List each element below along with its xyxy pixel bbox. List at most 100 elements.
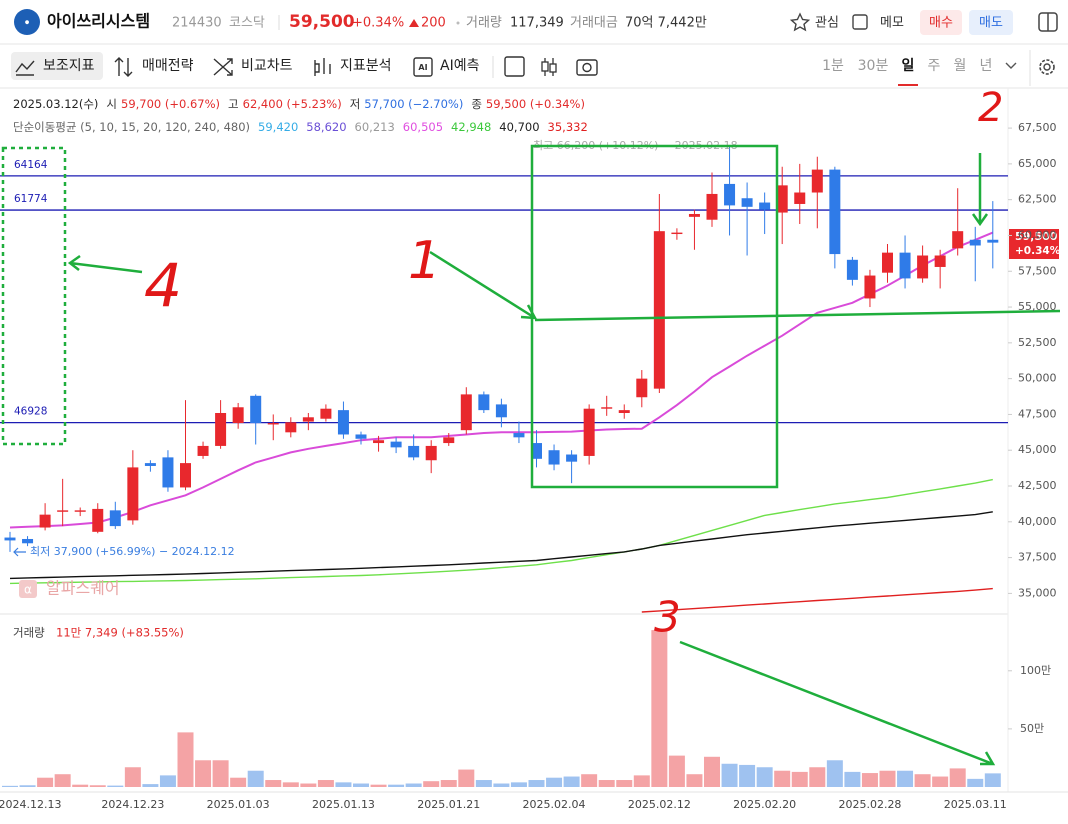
volume-label: 거래량 — [466, 16, 502, 31]
ma-legend-value: 58,620 — [306, 120, 346, 134]
x-tick-label: 2025.03.11 — [944, 798, 1007, 811]
logo-mark: ● — [25, 20, 30, 26]
candle-body — [197, 445, 209, 456]
volume-bar — [423, 781, 440, 787]
support-line — [534, 309, 1061, 322]
toolbar-item[interactable]: 비교차트 — [241, 58, 293, 74]
candle-body — [811, 169, 823, 193]
candle-body — [443, 437, 455, 444]
volume-bar — [72, 784, 89, 787]
y-tick-label: 37,500 — [1018, 551, 1057, 564]
period-button[interactable]: 일 — [902, 58, 915, 74]
arrow — [429, 250, 538, 320]
volume-bar — [107, 785, 124, 787]
compare-icon[interactable] — [213, 58, 233, 76]
candle-body — [302, 417, 314, 422]
y-tick-label: 50,000 — [1018, 372, 1057, 385]
volume-bar — [388, 784, 405, 787]
volume-bar — [563, 776, 580, 787]
up-triangle — [409, 19, 419, 27]
candle-body — [846, 259, 858, 280]
period-button[interactable]: 1분 — [822, 58, 844, 74]
period-button[interactable]: 주 — [928, 58, 941, 74]
y-tick-label: 40,000 — [1018, 515, 1057, 528]
volume-bar — [897, 770, 914, 787]
memo-button[interactable]: 메모 — [880, 16, 904, 31]
y-tick-label: 62,500 — [1018, 193, 1057, 206]
volume-bar — [598, 780, 615, 787]
volume-bar — [247, 770, 264, 787]
ma-legend-value: 60,505 — [403, 120, 443, 134]
ma-line — [9, 478, 993, 585]
volume-bar — [475, 780, 492, 787]
buy-button-bg[interactable] — [920, 10, 962, 35]
sell-button-bg[interactable] — [969, 10, 1013, 35]
info-value: 62,400 (+5.23%) — [243, 97, 342, 111]
analysis-icon[interactable] — [314, 58, 331, 76]
x-tick-label: 2025.01.13 — [312, 798, 375, 811]
y-tick-label: 42,500 — [1018, 479, 1057, 492]
period-button[interactable]: 월 — [954, 58, 967, 74]
candle-body — [215, 412, 227, 446]
volume-bar — [370, 784, 387, 787]
y-tick-label: 47,500 — [1018, 407, 1057, 420]
star-icon[interactable] — [789, 12, 811, 32]
candle-body — [548, 450, 560, 465]
x-tick-label: 2025.02.28 — [838, 798, 901, 811]
volume-bar — [774, 770, 791, 787]
volume-bar — [124, 767, 141, 787]
volume-bar — [2, 785, 18, 787]
volume-bar — [212, 760, 229, 787]
candle-body — [355, 434, 367, 439]
buy-button[interactable]: 매수 — [929, 16, 953, 31]
settings-icon[interactable] — [1039, 59, 1055, 75]
ai-icon[interactable] — [413, 57, 433, 77]
candle-body — [337, 410, 349, 435]
volume-bar — [37, 777, 54, 787]
volume-bar — [54, 774, 71, 787]
candle-body — [794, 192, 806, 204]
info-label: 저 — [350, 97, 361, 111]
candle-body — [759, 202, 771, 210]
camera-icon[interactable] — [576, 59, 598, 76]
candle-body — [408, 445, 420, 458]
period-button[interactable]: 년 — [980, 58, 993, 74]
toolbar-item[interactable]: 매매전략 — [142, 58, 194, 74]
plot — [0, 146, 1008, 787]
volume-bar — [89, 785, 106, 787]
y-tick-label: 67,500 — [1018, 121, 1057, 134]
sell-button[interactable]: 매도 — [979, 16, 1003, 31]
strategy-icon[interactable] — [114, 57, 133, 77]
watermark-logo-text: α — [24, 583, 32, 597]
draw-icon[interactable] — [504, 56, 525, 77]
volume-bar — [949, 768, 966, 787]
ma-legend-value: 40,700 — [499, 120, 539, 134]
candle-body — [566, 454, 578, 462]
candle-body — [882, 252, 893, 273]
watch-button[interactable]: 관심 — [815, 16, 839, 31]
period-dropdown[interactable] — [1005, 62, 1017, 69]
candle-body — [671, 232, 683, 235]
handwritten-mark: 3 — [654, 593, 681, 642]
handwritten-mark: 2 — [978, 85, 1003, 131]
ai-icon-text: AI — [418, 63, 427, 72]
ma-legend-value: 42,948 — [451, 120, 491, 134]
memo-icon[interactable] — [852, 14, 868, 30]
x-tick-label: 2025.02.20 — [733, 798, 796, 811]
info-label: 시 — [106, 97, 117, 111]
period-button[interactable]: 30분 — [858, 58, 889, 74]
candle-icon-body — [541, 61, 549, 72]
header: ● 아이쓰리시스템 214430 코스닥 59,500 +0.34% 200 거… — [14, 9, 1058, 35]
indicator-icon[interactable] — [15, 60, 35, 76]
camera-icon-lens — [582, 62, 592, 73]
y-tick-label: 65,000 — [1018, 157, 1057, 170]
low-annotation: 최저 37,900 (+56.99%) − 2024.12.12 — [30, 545, 235, 558]
toolbar-item[interactable]: 보조지표 — [43, 58, 95, 74]
toolbar-item[interactable]: AI예측 — [440, 58, 480, 74]
toolbar-item[interactable]: 지표분석 — [340, 58, 392, 74]
ohlc-info: 2025.03.12(수) 시 59,700 (+0.67%) 고 62,400 (+5… — [13, 97, 585, 111]
candle-body — [162, 457, 174, 488]
x-tick-label: 2025.02.12 — [628, 798, 691, 811]
volume-bar — [721, 763, 738, 787]
